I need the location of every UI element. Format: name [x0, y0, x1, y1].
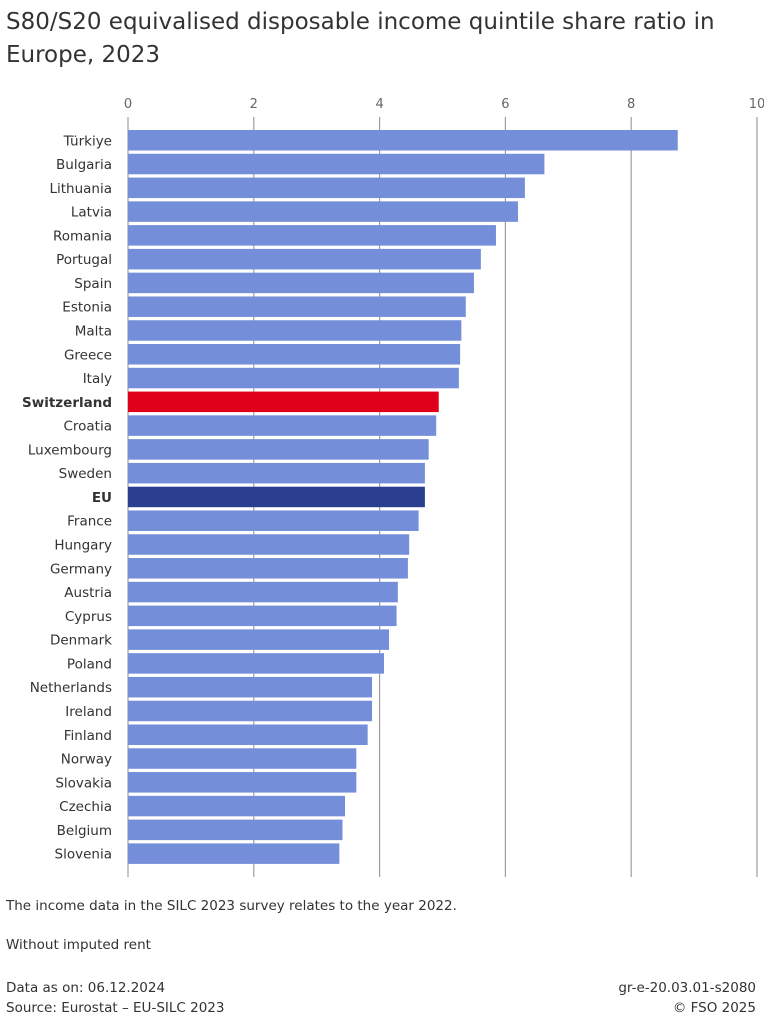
bar-ireland — [128, 700, 373, 722]
x-tick-label: 0 — [124, 97, 132, 112]
bar-cyprus — [128, 605, 397, 627]
category-label: Denmark — [50, 633, 112, 649]
category-label: Spain — [74, 276, 112, 292]
category-label: Poland — [67, 656, 112, 672]
x-tick-label: 2 — [250, 97, 258, 112]
bars — [128, 130, 678, 864]
footer-right: gr-e-20.03.01-s2080 © FSO 2025 — [618, 978, 756, 1018]
bar-poland — [128, 653, 385, 674]
chart-title: S80/S20 equivalised disposable income qu… — [6, 9, 715, 68]
category-label: EU — [92, 490, 112, 506]
category-label: Norway — [61, 752, 112, 768]
category-label: Sweden — [59, 466, 112, 482]
category-label: Slovakia — [55, 775, 112, 791]
bar-luxembourg — [128, 439, 429, 460]
data-date: Data as on: 06.12.2024 — [6, 980, 166, 996]
x-tick-label: 6 — [501, 97, 509, 112]
bar-finland — [128, 724, 368, 745]
category-label: Austria — [64, 585, 112, 601]
bar-hungary — [128, 534, 410, 555]
bar-czechia — [128, 795, 346, 817]
category-label: Estonia — [62, 300, 112, 316]
x-tick-label: 4 — [375, 97, 383, 112]
bar-estonia — [128, 296, 466, 317]
category-label: Türkiye — [63, 133, 112, 149]
bar-t-rkiye — [128, 130, 678, 151]
source: Source: Eurostat – EU-SILC 2023 — [6, 1000, 225, 1016]
note-income-year: The income data in the SILC 2023 survey … — [6, 898, 457, 914]
category-label: Luxembourg — [28, 442, 112, 458]
category-label: France — [67, 514, 112, 530]
bar-slovenia — [128, 843, 340, 864]
bar-austria — [128, 581, 398, 603]
bar-france — [128, 510, 419, 531]
bar-bulgaria — [128, 153, 545, 175]
category-label: Ireland — [65, 704, 112, 720]
category-label: Latvia — [71, 205, 112, 221]
x-tick-label: 10 — [749, 97, 764, 112]
bar-portugal — [128, 248, 481, 270]
category-label: Romania — [53, 228, 112, 244]
category-label: Portugal — [56, 252, 112, 268]
category-label: Slovenia — [55, 847, 112, 863]
bar-netherlands — [128, 676, 373, 698]
bar-chart: Türkiye Bulgaria Lithuania Latvia Romania Por… — [22, 97, 764, 877]
bar-greece — [128, 344, 461, 365]
category-label: Malta — [75, 323, 112, 339]
x-tick-label: 8 — [627, 97, 635, 112]
category-label: Croatia — [63, 419, 112, 435]
bar-latvia — [128, 201, 518, 222]
category-label: Bulgaria — [56, 157, 112, 173]
category-label: Greece — [64, 347, 112, 363]
bar-slovakia — [128, 772, 357, 793]
category-label: Netherlands — [30, 680, 112, 696]
bar-germany — [128, 558, 408, 579]
bar-belgium — [128, 819, 343, 841]
category-label: Italy — [83, 371, 112, 387]
x-axis-ticks: 0 2 4 6 8 10 — [124, 97, 764, 112]
category-label: Belgium — [57, 823, 112, 839]
footer-left: Data as on: 06.12.2024 Source: Eurostat … — [6, 978, 224, 1018]
bar-sweden — [128, 462, 425, 484]
note-imputed-rent: Without imputed rent — [6, 937, 151, 953]
bar-malta — [128, 320, 462, 341]
category-label: Finland — [64, 728, 112, 744]
bar-spain — [128, 272, 474, 294]
bar-romania — [128, 225, 496, 246]
bar-eu — [128, 486, 425, 508]
bar-switzerland — [128, 391, 439, 413]
bar-lithuania — [128, 177, 525, 199]
chart-code: gr-e-20.03.01-s2080 — [618, 980, 756, 996]
copyright: © FSO 2025 — [672, 1000, 756, 1016]
category-label: Germany — [50, 561, 112, 577]
bar-italy — [128, 367, 459, 389]
category-labels: Türkiye Bulgaria Lithuania Latvia Romania Por… — [22, 133, 112, 862]
bar-croatia — [128, 415, 437, 436]
bar-norway — [128, 748, 357, 769]
category-label: Switzerland — [22, 395, 112, 411]
category-label: Lithuania — [49, 181, 112, 197]
bar-denmark — [128, 629, 390, 650]
category-label: Czechia — [59, 799, 112, 815]
category-label: Cyprus — [65, 609, 112, 625]
category-label: Hungary — [54, 538, 112, 554]
